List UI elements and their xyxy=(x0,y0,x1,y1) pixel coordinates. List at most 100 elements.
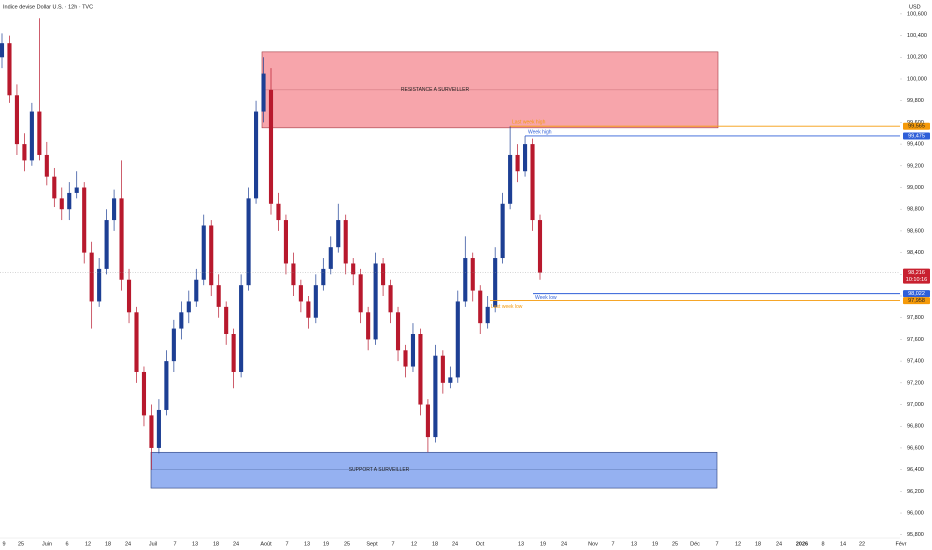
x-tick-label: 9 xyxy=(2,541,5,547)
x-tick-label: 7 xyxy=(611,541,614,547)
x-tick-label: 18 xyxy=(432,541,438,547)
x-tick-label: 13 xyxy=(631,541,637,547)
candle-body xyxy=(74,187,79,193)
y-tick-label: 97,000 xyxy=(907,402,924,408)
candle-body xyxy=(268,89,274,204)
candle-body xyxy=(313,285,318,318)
y-tick-label: 95,800 xyxy=(907,532,924,538)
candle-body xyxy=(403,350,408,367)
candle-body xyxy=(485,306,490,324)
candle-body xyxy=(381,263,386,286)
level-price-box xyxy=(903,290,930,298)
y-tick-label: 99,800 xyxy=(907,98,924,104)
candle-body xyxy=(134,312,139,372)
y-tick-label: 100,400 xyxy=(907,33,927,39)
level-price-box xyxy=(903,132,930,140)
y-tick-label: 96,400 xyxy=(907,467,924,473)
y-tick-label: 98,800 xyxy=(907,207,924,213)
x-tick-label: 18 xyxy=(213,541,219,547)
candle-body xyxy=(0,43,5,58)
candle-body xyxy=(283,220,288,264)
candle-body xyxy=(112,198,117,221)
x-tick-label: 7 xyxy=(715,541,718,547)
level-label: Last week low xyxy=(491,304,523,310)
level-label: Last week high xyxy=(512,120,546,126)
x-tick-label: 18 xyxy=(105,541,111,547)
x-tick-label: Oct xyxy=(476,541,485,547)
level-label: Week low xyxy=(535,295,557,301)
y-tick-label: 98,600 xyxy=(907,228,924,234)
x-tick-label: Août xyxy=(260,541,272,547)
zone xyxy=(150,451,718,489)
x-tick-label: 24 xyxy=(561,541,567,547)
level-price-label: 98,022 xyxy=(908,291,925,297)
candle-body xyxy=(493,258,498,307)
x-tick-label: 24 xyxy=(776,541,782,547)
y-tick-label: 99,400 xyxy=(907,142,924,148)
candle-body xyxy=(515,154,520,172)
y-tick-label: 98,400 xyxy=(907,250,924,256)
level-label: Week high xyxy=(528,129,552,135)
y-tick-label: 96,800 xyxy=(907,424,924,430)
last-price-box xyxy=(903,268,930,284)
x-tick-label: 12 xyxy=(735,541,741,547)
candle-body xyxy=(523,144,528,172)
candle-body xyxy=(37,111,42,155)
x-tick-label: 12 xyxy=(411,541,417,547)
x-tick-label: 7 xyxy=(391,541,394,547)
candle-body xyxy=(59,198,64,210)
x-tick-label: 25 xyxy=(672,541,678,547)
candle-body xyxy=(224,306,229,334)
candle-body xyxy=(336,220,341,248)
candle-body xyxy=(104,220,109,269)
x-tick-label: 24 xyxy=(233,541,239,547)
zone-label: SUPPORT A SURVEILLER xyxy=(349,467,410,473)
candle-body xyxy=(298,285,303,302)
candle-body xyxy=(261,73,266,112)
candle-body xyxy=(433,355,438,438)
candle-body xyxy=(366,312,371,340)
x-tick-label: 7 xyxy=(285,541,288,547)
candle-body xyxy=(89,252,94,302)
candle-body xyxy=(7,43,12,96)
candle-body xyxy=(149,415,154,448)
x-tick-label: 19 xyxy=(323,541,329,547)
candle-body xyxy=(395,312,401,351)
candle-body xyxy=(418,333,423,405)
candle-body xyxy=(463,258,468,302)
candle-body xyxy=(231,333,236,372)
candle-body xyxy=(201,225,206,280)
level-price-box xyxy=(903,122,930,130)
candle-body xyxy=(500,203,505,259)
candle-body xyxy=(44,154,49,177)
candle-body xyxy=(343,220,348,264)
y-tick-label: 97,400 xyxy=(907,359,924,365)
candle-body xyxy=(254,111,259,199)
y-tick-label: 97,600 xyxy=(907,337,924,343)
x-tick-label: 6 xyxy=(65,541,68,547)
currency: USD xyxy=(909,4,921,10)
x-tick-label: 24 xyxy=(452,541,458,547)
x-tick-label: 24 xyxy=(125,541,131,547)
candle-body xyxy=(186,301,191,313)
candle-body xyxy=(82,187,87,253)
y-tick-label: 99,000 xyxy=(907,185,924,191)
x-tick-label: 13 xyxy=(304,541,310,547)
x-tick-label: 25 xyxy=(18,541,24,547)
candle-body xyxy=(216,285,221,307)
candle-body xyxy=(67,192,72,210)
candle-body xyxy=(276,203,281,221)
y-tick-label: 99,200 xyxy=(907,163,924,169)
y-tick-label: 100,600 xyxy=(907,11,927,17)
candle-body xyxy=(440,355,445,383)
candle-body xyxy=(455,301,460,378)
level-price-label: 99,475 xyxy=(908,133,925,139)
candle-body xyxy=(351,263,356,275)
candle-body xyxy=(171,328,176,362)
candle-body xyxy=(321,268,326,286)
candle-body xyxy=(508,154,513,204)
candle-body xyxy=(119,198,124,280)
x-tick-label: 14 xyxy=(840,541,846,547)
candle-body xyxy=(52,176,57,199)
